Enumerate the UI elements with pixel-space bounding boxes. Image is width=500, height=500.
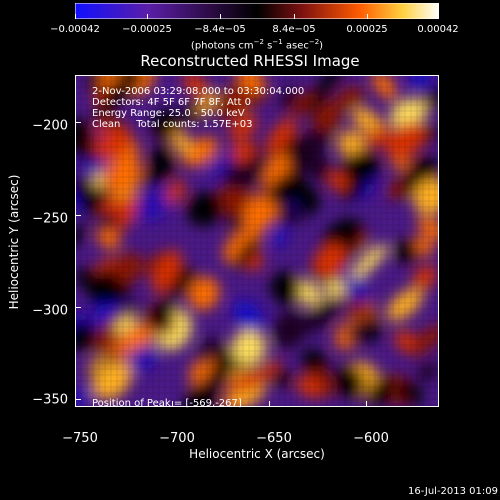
y-tick <box>75 122 81 123</box>
colorbar-label: 8.4e−05 <box>272 24 316 35</box>
colorbar-tick <box>75 14 76 19</box>
peak-position-text: Position of Peak = [-569,-267] <box>92 398 242 409</box>
x-tick <box>269 401 270 407</box>
energy-range-text: Energy Range: 25.0 - 50.0 keV <box>92 108 245 119</box>
colorbar-label: −0.00025 <box>122 24 172 35</box>
colorbar-label: 0.00042 <box>417 24 459 35</box>
image-title: Reconstructed RHESSI Image <box>140 52 360 70</box>
y-tick <box>75 399 81 400</box>
time-range-text: 2-Nov-2006 03:29:08.000 to 03:30:04.000 <box>92 86 305 97</box>
y-tick-label: −300 <box>32 303 68 319</box>
detectors-text: Detectors: 4F 5F 6F 7F 8F, Att 0 <box>92 97 252 108</box>
x-tick-label: −650 <box>256 431 292 446</box>
y-axis-title: Heliocentric Y (arcsec) <box>7 174 21 310</box>
x-tick <box>172 401 173 407</box>
colorbar-tick <box>367 14 368 19</box>
colorbar-units: (photons cm−2 s−1 asec−2) <box>190 38 324 52</box>
clean-counts-text: Clean Total counts: 1.57E+03 <box>92 119 253 130</box>
colorbar-tick <box>220 14 221 19</box>
x-tick <box>366 401 367 407</box>
colorbar-tick <box>294 14 295 19</box>
y-tick-label: −200 <box>32 118 68 134</box>
x-tick-label: −700 <box>159 431 195 446</box>
colorbar-label: 0.00025 <box>346 24 388 35</box>
y-tick-label: −350 <box>32 392 68 408</box>
x-tick-label: −600 <box>353 431 389 446</box>
x-axis-title: Heliocentric X (arcsec) <box>189 447 325 461</box>
y-tick <box>75 215 81 216</box>
y-tick-label: −250 <box>32 211 68 227</box>
colorbar-tick <box>147 14 148 19</box>
colorbar <box>75 3 439 19</box>
colorbar-label: −8.4e−05 <box>194 24 246 35</box>
rhessi-image <box>75 75 439 407</box>
footer-date: 16-Jul-2013 01:09 <box>407 486 498 497</box>
colorbar-label: −0.00042 <box>50 24 100 35</box>
y-tick <box>75 307 81 308</box>
x-tick <box>75 401 76 407</box>
colorbar-tick <box>438 14 439 19</box>
x-tick-label: −750 <box>62 431 98 446</box>
